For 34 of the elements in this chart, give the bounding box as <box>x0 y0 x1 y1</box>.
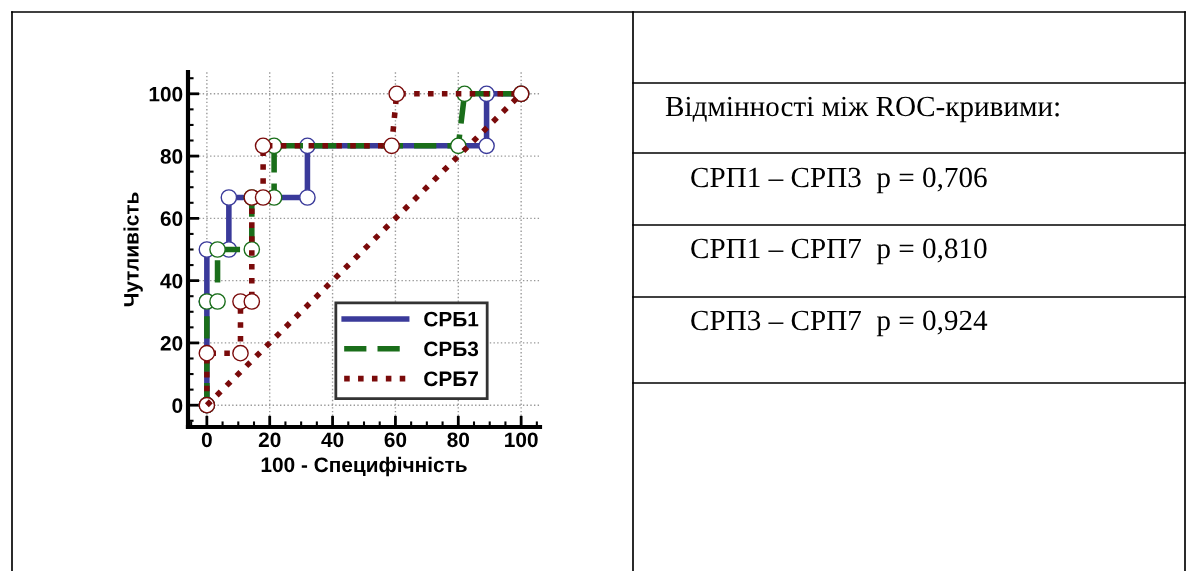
point <box>299 189 316 206</box>
y-axis-title: Чутливість <box>123 192 143 307</box>
x-axis-title: 100 - Специфічність <box>261 456 467 477</box>
y-tick-label: 0 <box>172 398 183 413</box>
legend-label: СРБ7 <box>424 371 478 387</box>
point <box>220 189 238 206</box>
point <box>209 241 226 258</box>
point <box>383 137 400 155</box>
point <box>388 85 406 103</box>
y-tick-label: 80 <box>160 149 183 164</box>
point <box>209 293 226 310</box>
y-tick-label: 20 <box>160 335 183 351</box>
point <box>232 344 249 362</box>
x-tick-label: 20 <box>258 432 281 448</box>
y-tick-label: 100 <box>149 86 183 102</box>
point <box>254 189 272 206</box>
point <box>243 293 261 310</box>
point <box>449 137 467 155</box>
text: Відмінності між ROC-кривими: <box>665 96 1059 123</box>
x-tick-label: 100 <box>505 432 538 448</box>
x-tick-label: 80 <box>447 432 470 448</box>
point <box>254 137 272 155</box>
x-tick-label: 40 <box>321 432 344 448</box>
text: СРП3 – СРП7 p = 0,924 <box>691 310 988 337</box>
text: СРП1 – СРП3 p = 0,706 <box>691 167 987 194</box>
legend-label: СРБ1 <box>424 311 479 327</box>
y-tick-label: 60 <box>160 211 183 227</box>
text: СРП1 – СРП7 p = 0,810 <box>691 238 987 265</box>
point <box>198 344 216 362</box>
x-tick-label: 0 <box>201 432 212 448</box>
y-tick-label: 40 <box>160 273 183 289</box>
x-tick-label: 60 <box>384 432 407 448</box>
legend-label: СРБ3 <box>424 341 479 357</box>
point <box>478 137 495 155</box>
